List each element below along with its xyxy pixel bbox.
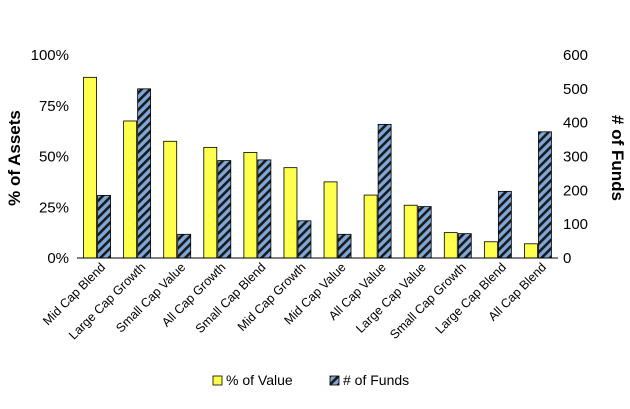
legend-swatch-value	[212, 375, 223, 386]
y-axis-title: % of Assets	[5, 110, 24, 206]
y-tick-label: 0%	[47, 250, 69, 267]
x-tick-label: Large Cap Value	[353, 260, 429, 336]
bar-value	[323, 181, 338, 259]
bar-funds	[377, 123, 392, 259]
bar-funds	[257, 159, 272, 259]
y2-tick-label: 600	[563, 47, 588, 64]
bar-funds	[457, 233, 472, 259]
x-tick-label: Small Cap Blend	[193, 260, 269, 336]
y2-axis-ticks: 0 100 200 300 400 500 600	[563, 47, 588, 267]
x-tick-label: Mid Cap Growth	[235, 260, 309, 334]
y2-tick-label: 200	[563, 182, 588, 199]
y-axis-ticks: 0% 25% 50% 75% 100%	[31, 47, 69, 267]
bar-funds	[417, 206, 432, 259]
bar-funds	[538, 131, 552, 259]
bar-funds	[217, 160, 232, 259]
bar-funds	[337, 233, 352, 259]
bar-value	[123, 120, 138, 259]
x-tick-label: Large Cap Blend	[433, 260, 509, 336]
legend-swatch-funds	[329, 375, 340, 386]
y-tick-label: 75%	[39, 98, 69, 115]
y2-tick-label: 500	[563, 81, 588, 98]
bar-funds	[97, 195, 111, 259]
x-tick-label: Small Cap Growth	[387, 260, 469, 342]
legend: % of Value # of Funds	[212, 372, 409, 388]
y2-axis-title: # of Funds	[608, 115, 627, 201]
bar-funds	[497, 190, 512, 259]
y-tick-label: 50%	[39, 149, 69, 166]
bar-value	[524, 243, 538, 259]
y2-tick-label: 300	[563, 149, 588, 166]
bar-value	[403, 204, 418, 259]
y2-tick-label: 0	[563, 250, 571, 267]
bar-funds	[297, 220, 312, 259]
bar-value	[163, 140, 178, 259]
bars	[83, 76, 552, 259]
y-tick-label: 100%	[31, 47, 69, 64]
bar-value	[483, 241, 498, 259]
bar-value	[243, 152, 258, 259]
bar-value	[443, 232, 458, 259]
x-tick-label: Small Cap Value	[113, 260, 188, 335]
bar-value	[363, 194, 378, 259]
legend-label-funds: # of Funds	[343, 372, 409, 388]
bar-value	[203, 146, 218, 259]
bar-value	[283, 167, 298, 259]
x-tick-label: Large Cap Growth	[66, 260, 148, 342]
bar-funds	[177, 233, 192, 259]
bar-funds	[137, 88, 152, 259]
y2-tick-label: 400	[563, 115, 588, 132]
legend-label-value: % of Value	[226, 372, 293, 388]
bar-value	[83, 76, 97, 259]
y2-tick-label: 100	[563, 216, 588, 233]
y-tick-label: 25%	[39, 199, 69, 216]
